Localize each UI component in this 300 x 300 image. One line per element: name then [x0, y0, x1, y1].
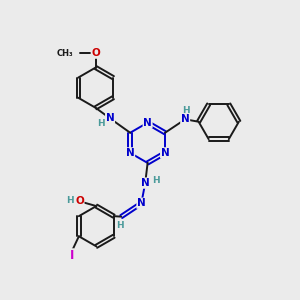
Text: H: H [116, 221, 124, 230]
Text: I: I [70, 249, 74, 262]
Text: N: N [181, 114, 190, 124]
Text: N: N [161, 148, 170, 158]
Text: O: O [75, 196, 84, 206]
Text: CH₃: CH₃ [57, 49, 74, 58]
Text: H: H [98, 119, 105, 128]
Text: N: N [126, 148, 134, 158]
Text: H: H [152, 176, 160, 185]
Text: O: O [91, 48, 100, 58]
Text: N: N [141, 178, 150, 188]
Text: N: N [106, 113, 114, 123]
Text: H: H [66, 196, 74, 205]
Text: N: N [143, 118, 152, 128]
Text: N: N [137, 198, 146, 208]
Text: H: H [182, 106, 190, 115]
